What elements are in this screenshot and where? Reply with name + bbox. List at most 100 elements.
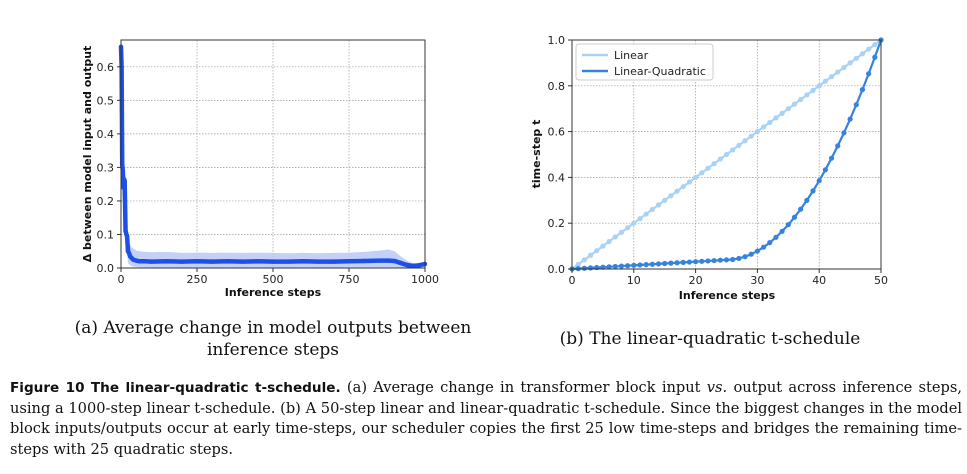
chart-b-point [847,60,853,66]
x-tick-label: 250 [187,273,208,286]
caption-title: The linear-quadratic t-schedule. [90,380,341,396]
figure-caption: Figure 10 The linear-quadratic t-schedul… [10,378,962,460]
chart-a-point [410,263,416,269]
x-tick-label: 500 [263,273,284,286]
subcaption-a-line2: inference steps [206,340,340,360]
y-tick-label: 0.4 [548,171,566,184]
subcaption-b: (b) The linear-quadratic t-schedule [559,329,861,349]
chart-a-point [130,257,136,262]
y-tick-label: 0.1 [97,228,115,241]
chart-b-point [853,102,859,108]
chart-a-point [121,185,126,190]
chart-b-point [872,54,878,60]
chart-b-x-ticks: 0 10 20 30 40 50 [569,269,888,287]
chart-a-point [149,259,154,264]
chart-b-point [674,260,680,266]
chart-b-point [816,178,822,184]
y-tick-label: 0.2 [548,217,566,230]
chart-b-point [643,211,649,217]
y-tick-label: 0.8 [548,80,566,93]
chart-b-point [736,142,742,148]
chart-b-point [773,115,779,121]
chart-b-point [631,220,637,226]
y-tick-label: 0.0 [548,263,566,276]
chart-a-x-ticks: 0 250 500 750 1000 [118,268,439,286]
subcaption-a-line1: (a) Average change in model outputs betw… [74,318,472,338]
chart-a-xlabel: Inference steps [225,286,322,299]
x-tick-label: 50 [874,274,888,287]
chart-b-point [798,206,804,212]
chart-b-point [791,101,798,107]
chart-b-point [705,258,711,264]
chart-a-point [301,259,306,264]
chart-b-point [699,170,705,176]
chart-a-point [362,258,367,264]
chart-b-point [680,183,686,190]
chart-b-point [693,259,699,265]
chart-b-point [810,188,816,194]
chart-b-frame [571,39,882,270]
chart-b-point [748,251,754,257]
y-tick-label: 0.0 [97,262,115,275]
chart-a-ylabel: Δ between model input and output [81,46,94,263]
chart-b-point [804,92,810,98]
chart-a-y-ticks: 0.0 0.1 0.2 0.3 0.4 0.5 0.6 [97,61,121,275]
chart-b-point [668,193,674,199]
chart-b-point [779,228,785,234]
chart-b-point [717,156,723,162]
chart-a-point [137,259,142,264]
chart-b-point [866,46,872,52]
chart-a-point [416,263,422,268]
chart-a-point [386,258,391,263]
chart-b-point [625,225,631,231]
chart-b-point [853,55,859,61]
chart-b-series [569,37,884,272]
chart-b-point [754,129,761,135]
chart-b-point [841,64,847,71]
chart-a-point [179,259,184,264]
chart-a-point [210,259,215,264]
chart-a-point [270,259,276,264]
chart-b-point [594,248,600,254]
chart-b-point [742,254,748,260]
chart-a-point [240,259,245,264]
chart-b-point [637,216,643,222]
chart-b-point [662,197,668,203]
chart-b-point [859,86,866,93]
chart-b-point [841,130,847,136]
chart-b-point [612,234,618,240]
chart-b-point [767,240,773,246]
chart-a-point [124,233,130,239]
chart-b-point [785,106,791,112]
x-tick-label: 30 [750,274,764,287]
chart-b-point [872,41,878,48]
chart-a-point [122,178,127,184]
chart-b-point [643,262,649,268]
chart-b-point [581,265,587,271]
chart-a-point [143,259,148,264]
chart-b-point [835,69,841,75]
chart-b-point [655,202,662,208]
chart-b-point [612,263,618,270]
chart-b-point [723,151,730,158]
x-tick-label: 0 [118,273,125,286]
caption-text-1: (a) Average change in transformer block … [346,379,701,396]
caption-text-2: output across inference steps, using a 1… [10,379,963,458]
chart-b-point [754,248,761,254]
chart-b-point [575,261,581,268]
chart-b-point [711,257,717,264]
chart-b-point [606,238,612,245]
chart-b-point [625,263,631,269]
chart-b-point [835,143,841,149]
chart-b-point [866,71,872,77]
chart-a-point [120,168,126,173]
chart-b-point [686,259,693,265]
chart-a-point [331,259,336,264]
chart-b-xlabel: Inference steps [679,289,776,302]
chart-b-y-ticks: 0.0 0.2 0.4 0.6 0.8 1.0 [548,34,572,276]
subcaption-a: (a) Average change in model outputs betw… [40,317,506,361]
chart-b-point [798,96,804,103]
chart-b-point [828,74,835,80]
legend-box [575,43,714,81]
